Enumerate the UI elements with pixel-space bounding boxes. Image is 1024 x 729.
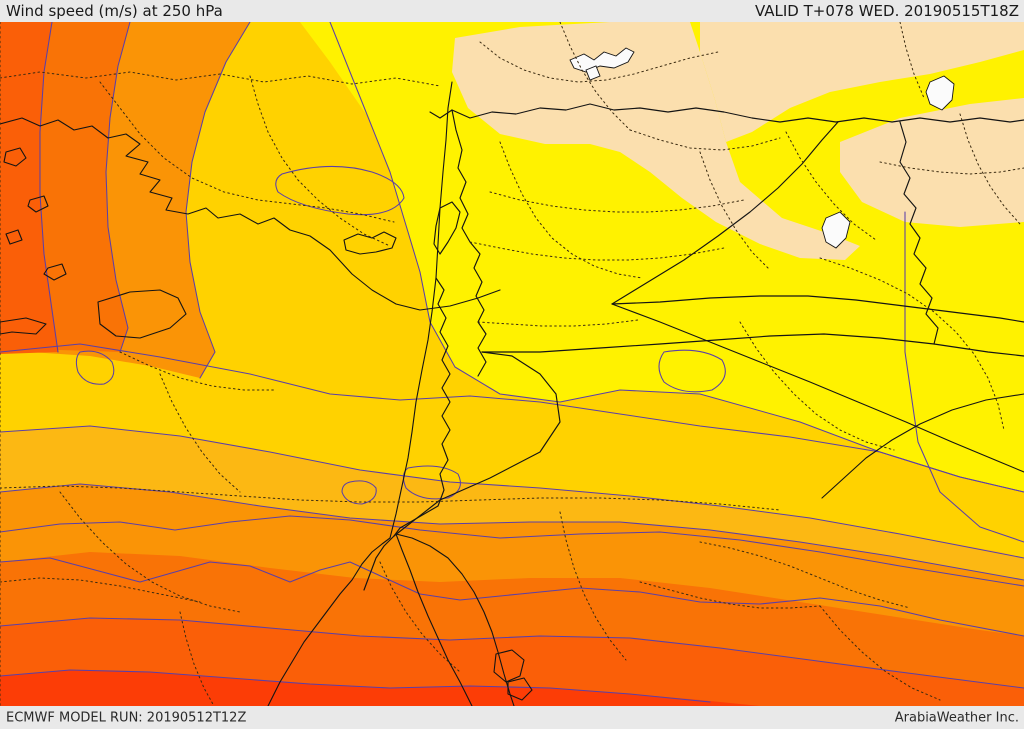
border-provincial [629,129,781,151]
border-israel-jordan [393,277,451,537]
contour-line [105,22,131,353]
contour-line [0,617,1024,689]
border-provincial [499,141,643,279]
contour-band-orange-nw3 [0,22,58,354]
lake-assad-spur [585,65,601,81]
map-header-bar: Wind speed (m/s) at 250 hPa VALID T+078 … [0,0,1024,22]
coastline-island [3,147,27,167]
map-footer-bar: ECMWF MODEL RUN: 20190512T12Z ArabiaWeat… [0,706,1024,729]
border-provincial [739,321,895,451]
border-saudi-iraq [611,295,1024,323]
border-provincial [59,491,241,613]
coastline-sinai [267,537,391,706]
contour-line-group [0,22,1024,703]
coastline-shatt-al-arab [611,303,1024,473]
border-provincial [0,577,201,603]
valid-time-label: VALID T+078 WED. 20190515T18Z [754,2,1019,20]
border-egypt-israel [363,535,395,591]
border-provincial [785,131,877,241]
border-provincial [119,351,277,391]
border-provincial [819,605,941,701]
contour-line [329,22,1024,493]
border-provincial [639,581,821,609]
border-provincial [959,113,1021,225]
contour-line [0,515,1024,587]
coastline-gulf-aqaba [395,533,473,706]
border-provincial [379,561,461,673]
border-provincial [479,41,719,83]
border-provincial [249,75,391,247]
coastline-levant [389,81,453,539]
coastline-redsea-east [395,533,515,706]
border-iraq-iran [899,121,939,345]
provincial-border-group [0,22,1024,706]
contour-line [0,425,1024,559]
contour-line-closed [402,465,461,500]
contour-line [0,343,1024,493]
coastline-island [5,229,23,245]
coastline-island [493,649,525,683]
lake-urmia [925,75,955,111]
contour-line [0,557,1024,637]
coastline-turkey-aegean [0,117,501,311]
border-syria-iraq [611,121,839,305]
border-provincial [159,373,241,493]
lake-group [569,47,955,249]
border-provincial [469,241,725,261]
border-provincial [899,22,925,99]
border-provincial [819,257,1005,431]
border-jordan-iraq [481,333,1024,357]
contour-line [39,22,59,353]
attribution-label: ArabiaWeather Inc. [894,710,1019,725]
coastline-island [27,195,49,213]
page-title: Wind speed (m/s) at 250 hPa [6,2,223,20]
coastline-crete [97,289,187,339]
contour-line-closed [275,165,405,216]
border-provincial [699,151,771,271]
contour-band-yellow-east [905,207,1024,542]
contour-line [904,211,1024,543]
contour-line-closed [658,349,726,393]
contour-line [0,669,711,703]
contour-band-yellow [300,22,1024,492]
border-provincial [879,161,1024,175]
wind-speed-contour-map [0,22,1024,706]
lake-tharthar [821,211,851,249]
coastline-persian-gulf [821,393,1024,499]
border-provincial [0,71,441,87]
lake-assad [569,47,635,73]
border-provincial [99,81,395,223]
border-turkey-syria-east [429,109,453,119]
coastline-island-crete [0,317,47,335]
coastline-cyprus [343,231,397,255]
border-provincial [179,611,215,706]
coastline-island [43,263,67,281]
contour-line [185,22,251,379]
border-provincial [0,485,781,511]
model-run-label: ECMWF MODEL RUN: 20190512T12Z [6,710,247,725]
border-levant-inland [451,109,487,377]
map-canvas[interactable] [0,22,1024,706]
contour-band-cream-east [840,98,1024,227]
contour-band-cream-tail [700,22,1024,142]
contour-line-closed [341,480,377,505]
border-jordan-saudi [393,351,561,537]
international-border-group [363,103,1024,591]
border-provincial [559,511,627,661]
coastline-island [507,677,533,701]
border-provincial [699,541,911,609]
border-turkey-syria [451,103,1024,123]
contour-band-cream [452,22,860,260]
contour-line-closed [75,350,115,385]
border-lebanon [433,201,461,255]
coastline-group [0,81,1024,706]
